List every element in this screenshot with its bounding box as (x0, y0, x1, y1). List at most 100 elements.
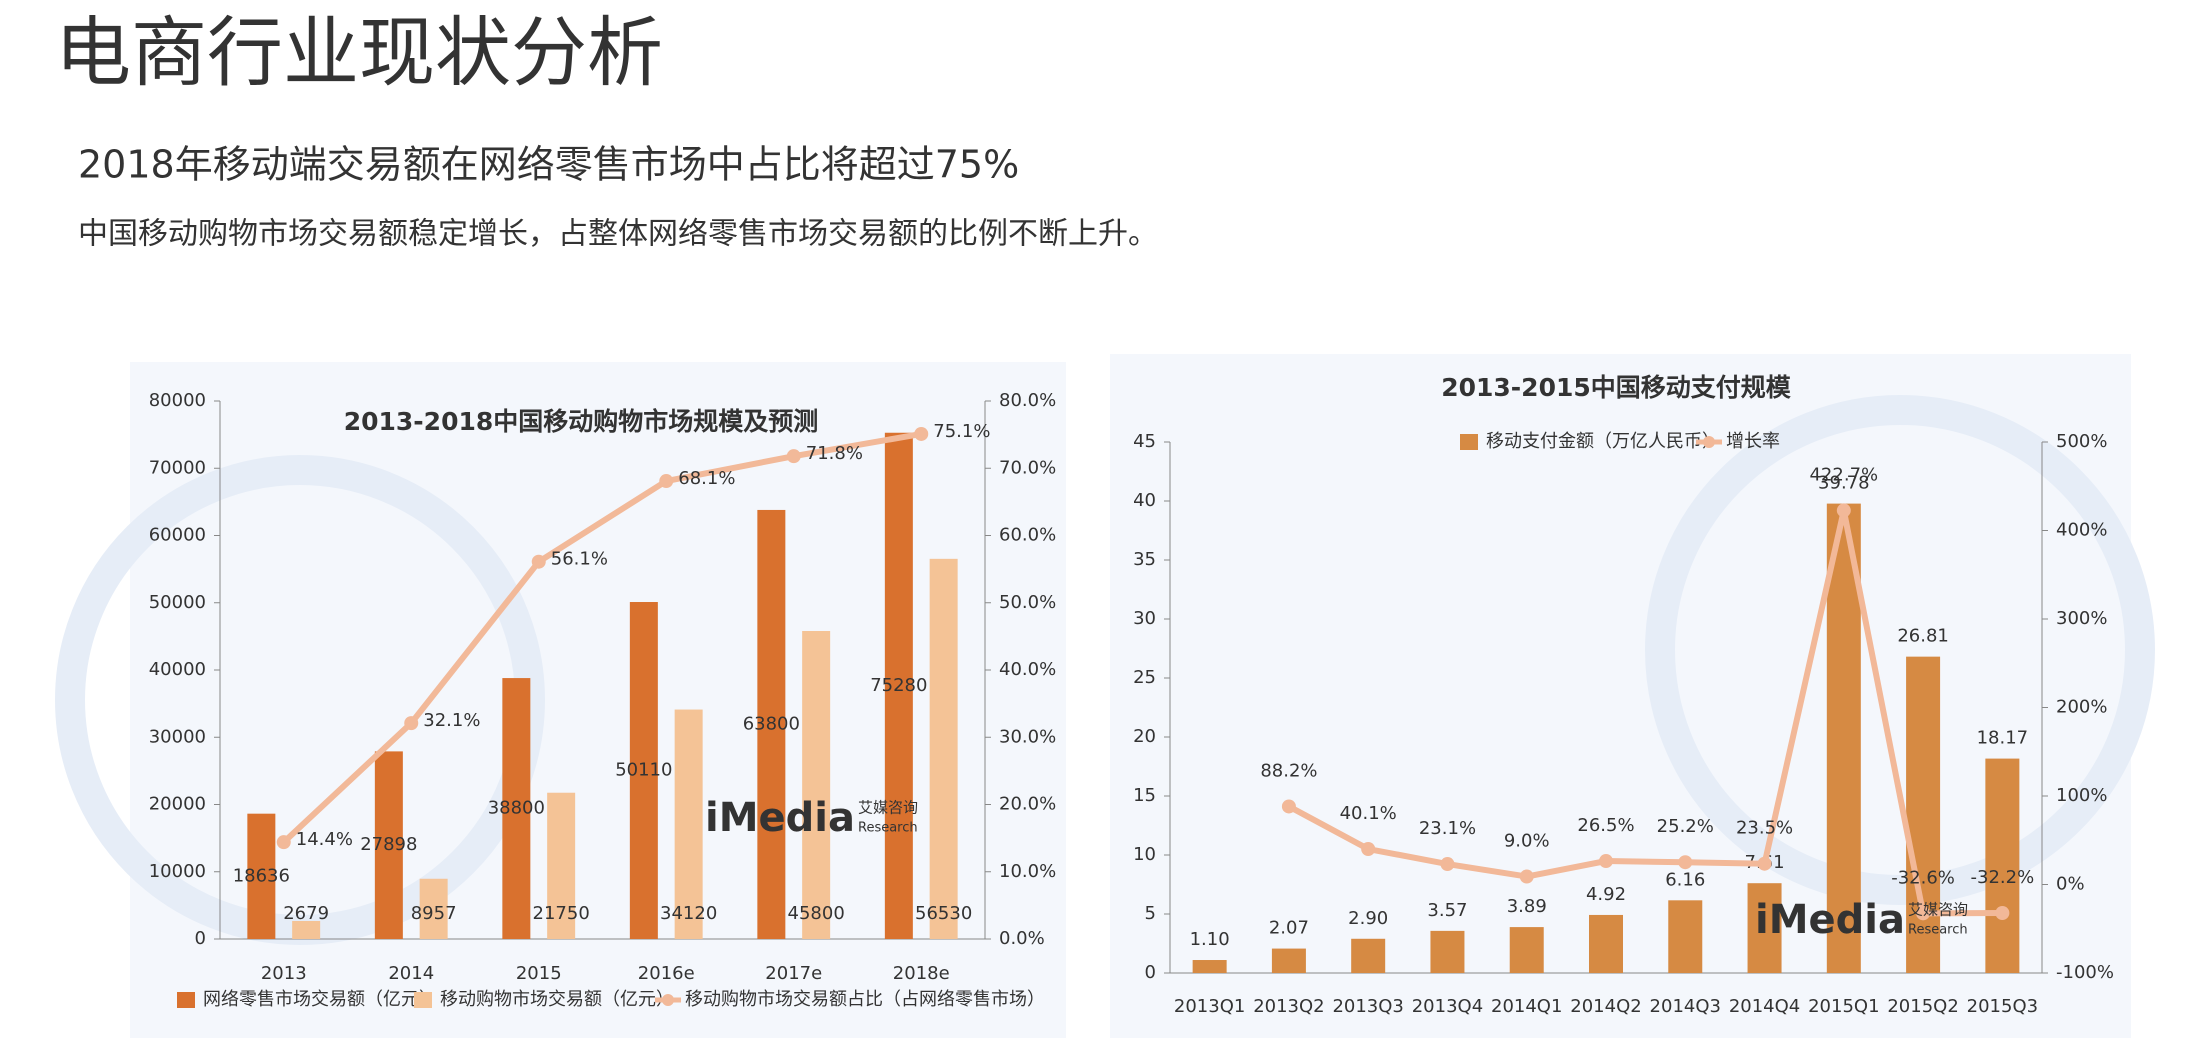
value-label: 6.16 (1665, 869, 1705, 890)
y-tick-label: 25 (1133, 667, 1156, 688)
bar (374, 751, 403, 939)
x-tick-label: 2014 (388, 963, 434, 984)
bar (547, 792, 576, 939)
value-label: 1.10 (1190, 929, 1230, 950)
point (1519, 869, 1534, 884)
bar (929, 558, 958, 939)
value-label: 38800 (488, 798, 545, 819)
point (1599, 854, 1613, 869)
watermark: Research (858, 821, 918, 836)
point (914, 426, 929, 441)
chart-title: 2013-2018中国移动购物市场规模及预测 (344, 407, 819, 436)
value-label: 68.1% (678, 468, 735, 489)
value-label: 88.2% (1260, 760, 1317, 781)
x-tick-label: 2013Q2 (1253, 996, 1324, 1017)
x-tick-label: 2015Q2 (1887, 996, 1958, 1017)
value-label: 9.0% (1504, 831, 1550, 852)
x-tick-label: 2013 (261, 963, 307, 984)
watermark: 艾媒咨询 (858, 799, 918, 817)
y2-tick-label: 0% (2056, 874, 2085, 895)
bar (1747, 883, 1782, 973)
point (1836, 503, 1851, 518)
value-label: 56530 (915, 903, 972, 924)
y-tick-label: 10000 (149, 861, 206, 882)
y-tick-label: 30 (1133, 608, 1156, 629)
y2-tick-label: 30.0% (999, 726, 1056, 747)
bar (247, 813, 276, 939)
bar (1192, 960, 1227, 973)
x-tick-label: 2013Q1 (1174, 996, 1245, 1017)
value-label: 45800 (788, 903, 845, 924)
chart-title: 2013-2015中国移动支付规模 (1441, 373, 1792, 402)
y-tick-label: 20000 (149, 794, 206, 815)
y-tick-label: 40 (1133, 490, 1156, 511)
y-tick-label: 40000 (149, 659, 206, 680)
value-label: -32.2% (1971, 867, 2035, 888)
value-label: 2679 (283, 903, 329, 924)
value-label: 21750 (533, 903, 590, 924)
value-label: 25.2% (1657, 816, 1714, 837)
value-label: 50110 (615, 760, 672, 781)
point (1757, 856, 1772, 871)
point (531, 554, 546, 569)
watermark: iMedia (705, 795, 855, 841)
watermark: Research (1908, 923, 1968, 938)
subtitle: 2018年移动端交易额在网络零售市场中占比将超过75% (78, 143, 1019, 187)
point (1361, 842, 1376, 857)
x-tick-label: 2017e (765, 963, 822, 984)
y2-tick-label: 70.0% (999, 457, 1056, 478)
y2-tick-label: 20.0% (999, 794, 1056, 815)
y-tick-label: 20 (1133, 726, 1156, 747)
point (1440, 857, 1455, 872)
y-tick-label: 50000 (149, 592, 206, 613)
bar (419, 878, 448, 939)
y-tick-label: 35 (1133, 549, 1156, 570)
legend-label: 网络零售市场交易额（亿元） (203, 989, 437, 1010)
value-label: 23.1% (1419, 818, 1476, 839)
bar (1589, 914, 1623, 973)
value-label: 26.81 (1897, 626, 1949, 647)
bar (1668, 900, 1703, 973)
point (1678, 855, 1693, 870)
x-tick-label: 2014Q3 (1650, 996, 1721, 1017)
x-tick-label: 2014Q1 (1491, 996, 1562, 1017)
value-label: -32.6% (1891, 867, 1955, 888)
bar (1985, 758, 2020, 973)
bar (674, 709, 703, 939)
y-tick-label: 15 (1133, 785, 1156, 806)
bar (629, 602, 658, 939)
value-label: 56.1% (551, 549, 608, 570)
x-tick-label: 2013Q3 (1332, 996, 1403, 1017)
legend-label: 移动购物市场交易额占比（占网络零售市场） (685, 989, 1045, 1010)
line (281, 430, 922, 845)
legend-swatch (662, 994, 674, 1006)
y-tick-label: 5 (1145, 903, 1156, 924)
y-tick-label: 45 (1133, 431, 1156, 452)
x-tick-label: 2013Q4 (1412, 996, 1483, 1017)
y2-tick-label: 500% (2056, 431, 2107, 452)
x-tick-label: 2018e (893, 963, 950, 984)
x-tick-label: 2015Q3 (1967, 996, 2038, 1017)
y2-tick-label: 80.0% (999, 390, 1056, 411)
point (404, 716, 419, 731)
bar (1509, 927, 1544, 973)
legend-swatch (1703, 436, 1715, 448)
value-label: 71.8% (806, 443, 863, 464)
value-label: 3.57 (1427, 900, 1467, 921)
y2-tick-label: 60.0% (999, 525, 1056, 546)
y-tick-label: 70000 (149, 457, 206, 478)
watermark: 艾媒咨询 (1908, 901, 1968, 919)
bar (884, 432, 913, 939)
value-label: 23.5% (1736, 818, 1793, 839)
point (1916, 906, 1931, 921)
y2-tick-label: -100% (2056, 962, 2114, 983)
value-label: 75280 (870, 675, 927, 696)
point (1995, 905, 2010, 920)
x-tick-label: 2014Q2 (1570, 996, 1641, 1017)
value-label: 26.5% (1577, 815, 1634, 836)
y2-tick-label: 40.0% (999, 659, 1056, 680)
value-label: 18636 (233, 865, 290, 886)
y-tick-label: 0 (1145, 962, 1156, 983)
